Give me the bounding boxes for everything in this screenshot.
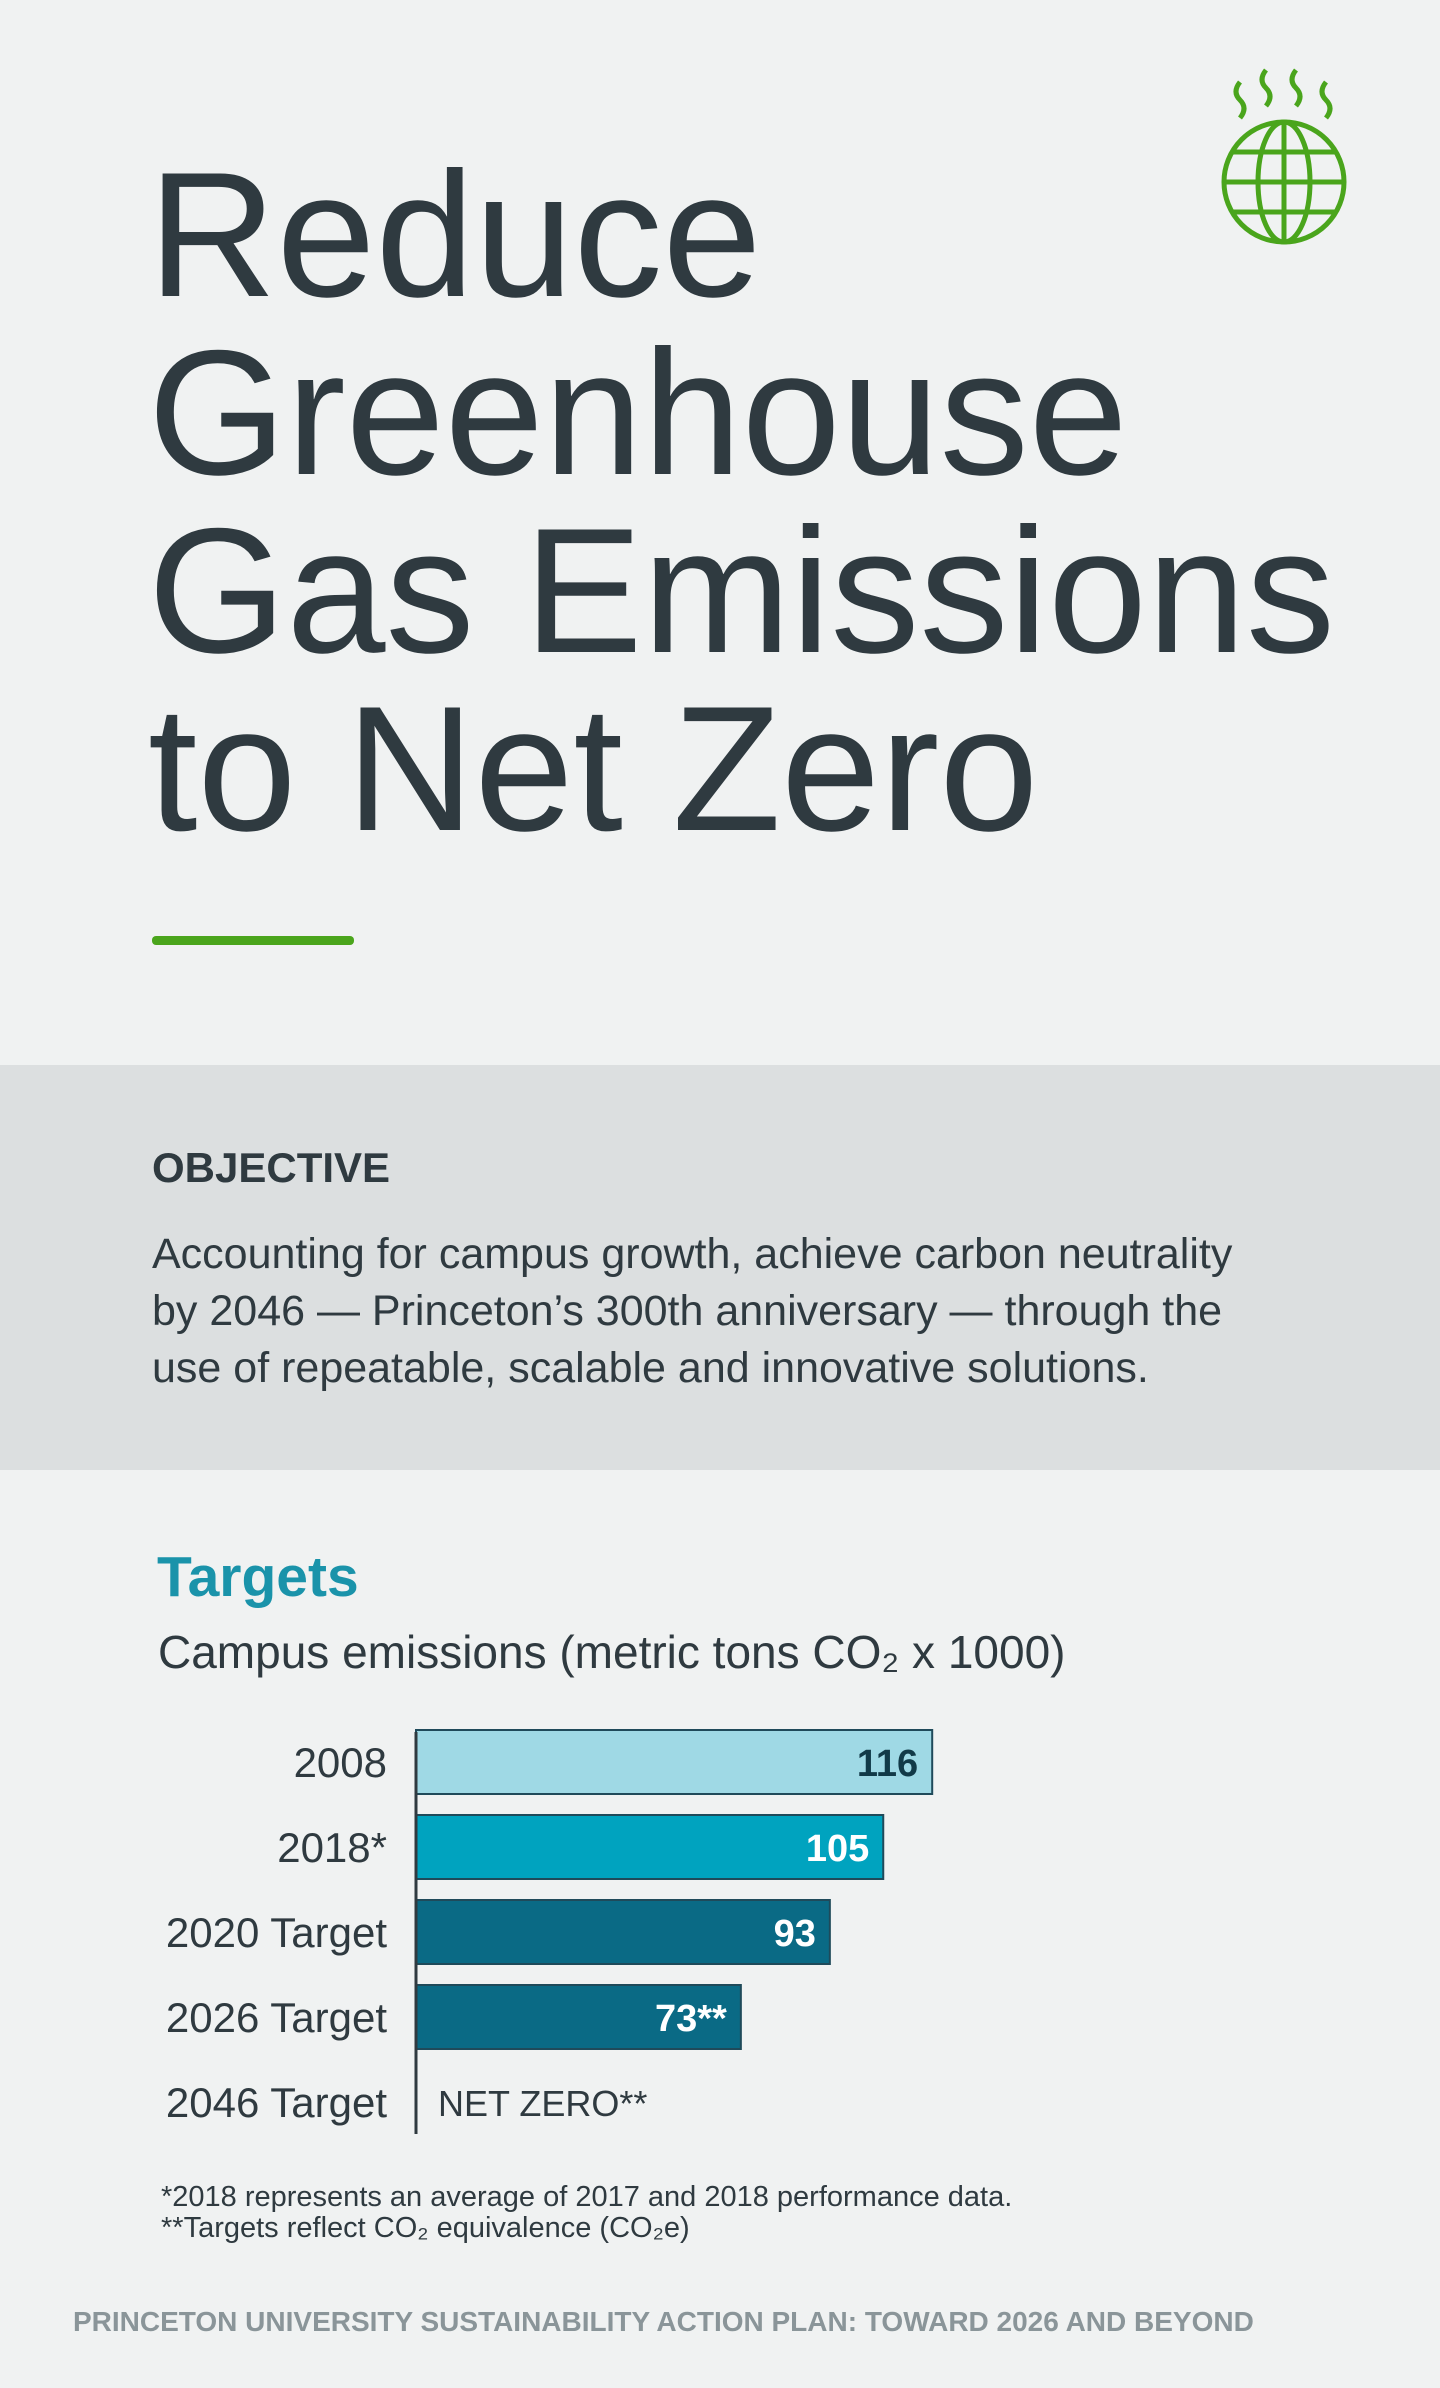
footer: PRINCETON UNIVERSITY SUSTAINABILITY ACTI… <box>73 2306 1254 2337</box>
title-line: to Net Zero <box>148 669 1038 868</box>
title-line: Reduce <box>148 135 762 334</box>
chart-title: Targets <box>157 1545 359 1609</box>
title-line: Greenhouse <box>148 313 1128 512</box>
chart-subtitle: Campus emissions (metric tons CO₂ x 1000… <box>158 1626 1065 1678</box>
objective-text: use of repeatable, scalable and innovati… <box>152 1344 1149 1392</box>
category-label: 2026 Target <box>166 1994 387 2041</box>
objective-text: Accounting for campus growth, achieve ca… <box>152 1230 1233 1278</box>
bar <box>415 1899 831 1965</box>
footnote: *2018 represents an average of 2017 and … <box>161 2181 1012 2213</box>
bar <box>415 1814 885 1880</box>
objective-text: by 2046 — Princeton’s 300th anniversary … <box>152 1287 1222 1335</box>
value-label: NET ZERO** <box>438 2083 647 2124</box>
category-label: 2046 Target <box>166 2079 387 2126</box>
objective-label: OBJECTIVE <box>152 1144 390 1191</box>
category-label: 2018* <box>277 1824 387 1871</box>
bar <box>415 1729 934 1795</box>
objective-band <box>0 1065 1440 1470</box>
category-label: 2020 Target <box>166 1909 387 1956</box>
value-label: 116 <box>857 1743 918 1785</box>
globe-icon <box>1221 68 1347 245</box>
footnote: **Targets reflect CO₂ equivalence (CO₂e) <box>161 2212 690 2244</box>
value-label: 105 <box>806 1828 869 1870</box>
title-line: Gas Emissions <box>148 491 1335 690</box>
value-label: 93 <box>774 1913 816 1955</box>
accent-line <box>152 936 354 945</box>
bar <box>415 1984 742 2050</box>
category-label: 2008 <box>294 1739 387 1786</box>
value-label: 73** <box>655 1998 727 2040</box>
